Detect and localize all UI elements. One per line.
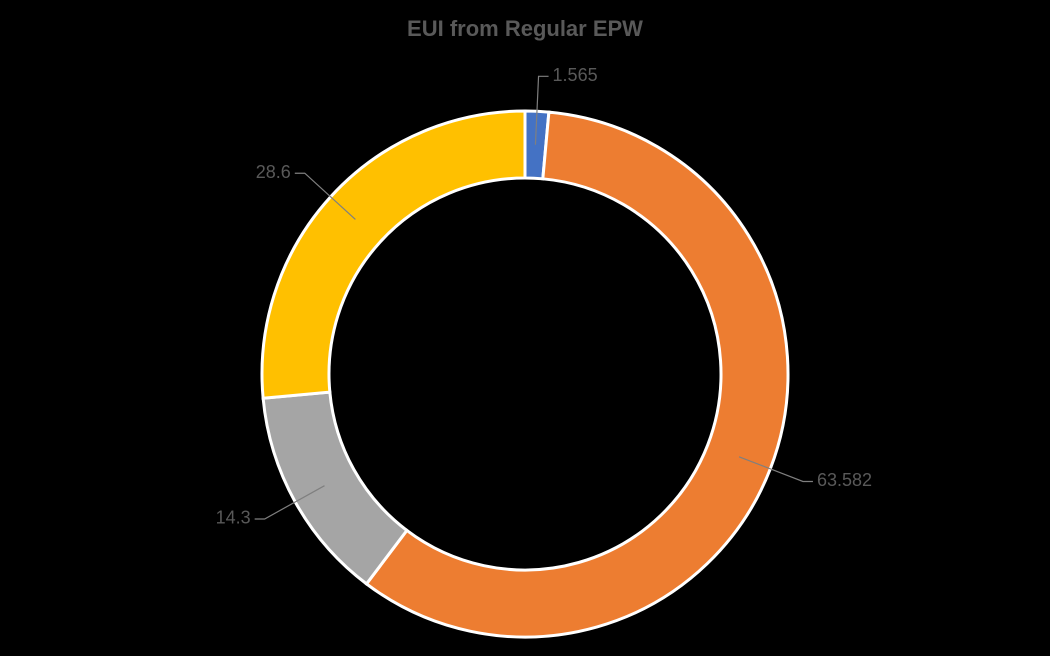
- leader-line: [254, 485, 325, 520]
- donut-slice: [260, 109, 527, 400]
- data-label: 1.565: [553, 65, 598, 85]
- data-label: 63.582: [817, 470, 872, 490]
- leader-line: [534, 75, 549, 145]
- leader-line: [294, 172, 356, 220]
- donut-slice: [364, 110, 790, 639]
- data-label: 28.6: [256, 162, 291, 182]
- data-label: 14.3: [216, 508, 251, 528]
- leader-line: [738, 456, 813, 483]
- chart-title: EUI from Regular EPW: [407, 16, 643, 41]
